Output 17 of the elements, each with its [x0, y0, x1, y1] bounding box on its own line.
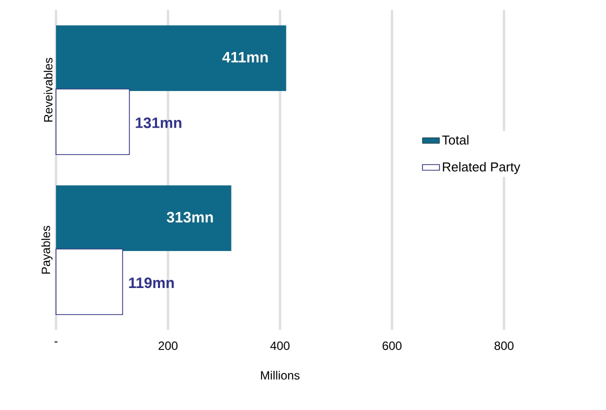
data-label: 313mn: [166, 212, 213, 223]
y-tick-label: Reveivables: [44, 58, 52, 122]
data-label: 119mn: [129, 278, 174, 288]
bar: [56, 25, 286, 91]
bar: [56, 248, 124, 316]
x-tick-label: 800: [494, 342, 514, 350]
y-tick-label: Payables: [41, 226, 52, 274]
data-label: 411mn: [222, 52, 268, 62]
legend-label: Total: [442, 135, 468, 145]
bar: [56, 88, 130, 156]
x-tick-label: 400: [270, 342, 290, 350]
data-label: 131mn: [136, 118, 182, 128]
x-axis-title: Millions: [261, 370, 300, 380]
legend-label: Related Party: [442, 162, 520, 174]
bar: [56, 185, 232, 251]
x-tick-label: 200: [158, 342, 178, 350]
x-tick-label: 600: [382, 342, 402, 350]
